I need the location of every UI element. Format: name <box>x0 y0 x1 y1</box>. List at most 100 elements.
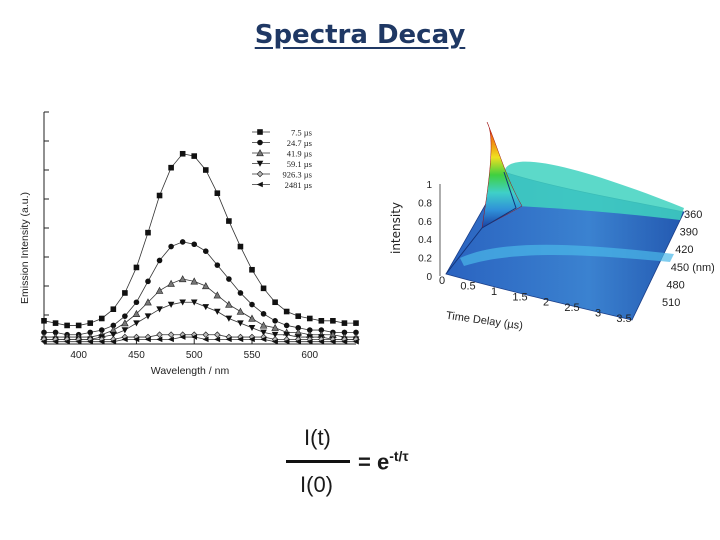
data-point <box>353 329 359 336</box>
data-point <box>179 150 186 157</box>
data-point <box>179 299 186 306</box>
data-point <box>64 322 70 329</box>
wavelength-tick-label: 510 <box>662 297 680 309</box>
data-point <box>341 320 348 326</box>
data-point <box>156 306 163 313</box>
data-point <box>306 338 313 345</box>
series-line <box>44 241 356 336</box>
data-point <box>98 327 105 333</box>
data-point <box>272 318 278 324</box>
data-point <box>330 318 336 324</box>
data-point <box>121 336 128 343</box>
legend-label: 59.1 µs <box>287 159 312 169</box>
z-tick-label: 0.8 <box>418 198 432 209</box>
data-point <box>52 320 59 326</box>
data-point <box>121 327 129 334</box>
time-tick-label: 0.5 <box>460 280 475 292</box>
data-point <box>144 313 152 320</box>
series-0 <box>41 150 359 329</box>
data-point <box>283 308 290 315</box>
legend-entry: 2481 µs <box>252 180 312 190</box>
data-point <box>260 329 267 336</box>
legend-label: 24.7 µs <box>287 138 312 148</box>
data-point <box>226 218 232 224</box>
data-point <box>190 277 199 285</box>
data-point <box>202 331 210 339</box>
data-point <box>225 315 233 322</box>
data-point <box>156 257 163 264</box>
data-point <box>271 323 279 331</box>
z-tick-label: 0.6 <box>418 217 432 228</box>
surface-front-edge <box>445 171 517 275</box>
data-point <box>352 338 359 345</box>
legend-marker <box>256 170 264 178</box>
data-point <box>295 313 302 319</box>
data-point <box>283 338 290 345</box>
data-point <box>353 320 359 326</box>
data-point <box>237 336 244 343</box>
wavelength-tick-label: 480 <box>666 279 684 291</box>
series-line <box>44 336 356 343</box>
data-point <box>133 299 140 306</box>
data-point <box>40 338 47 345</box>
data-point <box>318 327 325 333</box>
data-point <box>133 336 140 343</box>
time-tick-label: 2.5 <box>564 302 579 314</box>
data-point <box>144 336 151 343</box>
data-point <box>41 318 47 324</box>
series-line <box>44 334 356 340</box>
legend-marker <box>256 181 263 188</box>
data-point <box>145 278 151 285</box>
page-title: Spectra Decay <box>254 20 466 50</box>
legend-marker <box>256 149 264 157</box>
surface-band <box>460 244 674 266</box>
data-point <box>236 307 245 315</box>
data-point <box>87 329 94 336</box>
data-point <box>133 320 140 327</box>
data-point <box>179 239 186 245</box>
data-point <box>52 338 59 345</box>
data-point <box>202 304 210 311</box>
x-tick-label: 450 <box>128 350 145 361</box>
formula-numerator: I(t) <box>304 425 331 450</box>
time-tick-label: 2 <box>543 297 549 309</box>
legend-entry: 41.9 µs <box>252 149 312 159</box>
data-point <box>237 290 244 296</box>
data-point <box>271 331 279 339</box>
data-point <box>178 275 187 283</box>
data-point <box>225 300 233 308</box>
data-point <box>41 329 47 336</box>
legend-marker <box>257 129 263 135</box>
data-point <box>318 318 325 324</box>
z-axis-label: intensity <box>389 202 403 254</box>
data-point <box>202 167 209 173</box>
data-point <box>329 338 336 345</box>
legend-entry: 7.5 µs <box>252 128 312 138</box>
data-point <box>191 241 198 248</box>
formula-exponent: -t/τ <box>389 448 409 464</box>
data-point <box>272 299 278 306</box>
data-point <box>122 290 128 296</box>
legend-marker <box>256 160 264 167</box>
data-point <box>168 164 174 171</box>
series-line <box>44 301 356 340</box>
z-tick-label: 1 <box>426 180 432 191</box>
x-axis-label: Wavelength / nm <box>151 365 230 377</box>
x-tick-label: 600 <box>301 350 318 361</box>
formula-exponential: = e-t/τ <box>358 448 409 475</box>
legend-label: 926.3 µs <box>283 170 312 180</box>
data-point <box>144 298 152 306</box>
data-point <box>202 336 209 343</box>
data-point <box>248 336 255 343</box>
data-point <box>271 338 278 345</box>
data-point <box>294 338 302 345</box>
data-point <box>248 324 256 332</box>
data-point <box>260 285 267 292</box>
legend-entry: 24.7 µs <box>252 138 312 148</box>
data-point <box>260 336 267 343</box>
wavelength-tick-label: 450 (nm) <box>671 262 714 274</box>
series-5 <box>40 334 359 345</box>
data-point <box>121 319 129 327</box>
data-point <box>237 320 244 327</box>
data-point <box>249 301 255 308</box>
